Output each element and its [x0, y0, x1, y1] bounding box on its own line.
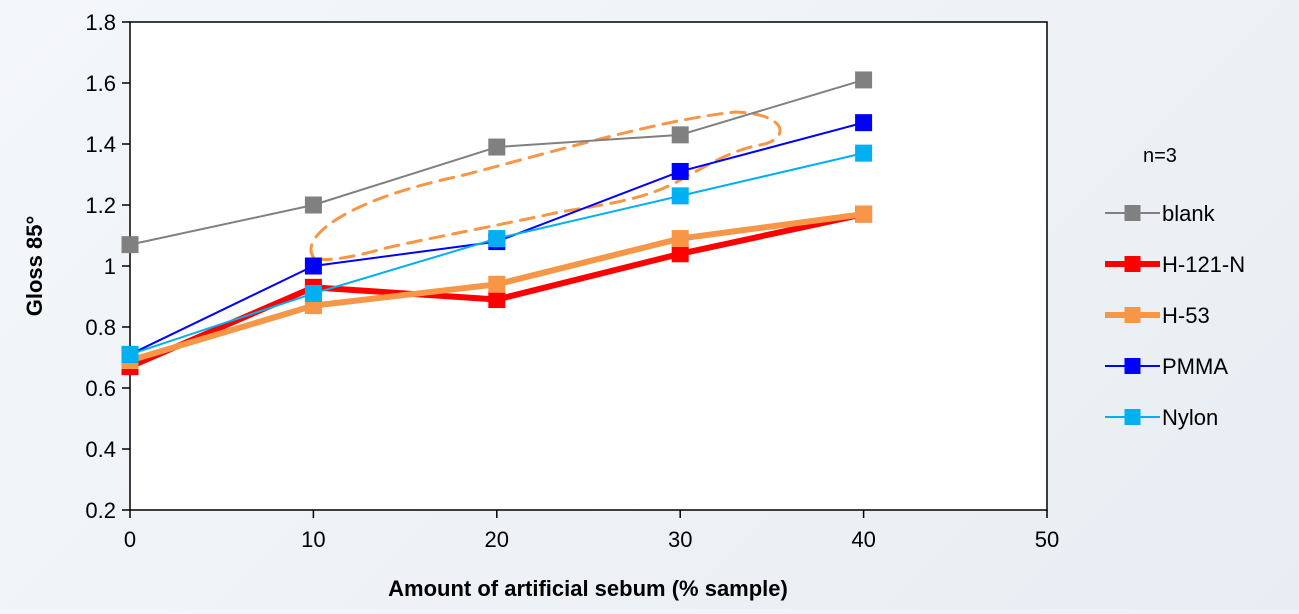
series-layer [121, 71, 873, 376]
data-point-pmma [671, 162, 689, 180]
y-axis-title: Gloss 85° [22, 216, 47, 317]
data-point-h-53 [855, 205, 873, 223]
data-point-h-121-n [488, 291, 506, 309]
x-tick-label: 40 [851, 527, 875, 552]
plot-area [129, 21, 1048, 511]
legend-swatch-marker [1124, 358, 1141, 374]
y-tick-label: 1.4 [85, 132, 116, 157]
x-tick-label: 20 [485, 527, 509, 552]
x-tick-label: 30 [668, 527, 692, 552]
data-point-h-53 [488, 275, 506, 293]
data-point-nylon [488, 230, 506, 248]
sample-size-note: n=3 [1143, 145, 1177, 167]
legend-swatch-marker [1124, 256, 1141, 272]
data-point-h-53 [671, 230, 689, 248]
data-point-blank [488, 138, 506, 156]
legend-item-pmma: PMMA [1105, 354, 1228, 379]
y-tick-label: 0.8 [85, 315, 116, 340]
highlight-ellipse [309, 110, 782, 262]
y-tick-label: 0.2 [85, 498, 116, 523]
y-tick-label: 1.8 [85, 10, 116, 35]
y-tick-label: 1 [104, 254, 116, 279]
x-tick-label: 0 [124, 527, 136, 552]
y-tick-label: 0.6 [85, 376, 116, 401]
legend-item-h-53: H-53 [1105, 303, 1210, 328]
legend-label: Nylon [1162, 405, 1218, 430]
data-point-blank [304, 196, 322, 214]
y-axis-ticks: 0.2 0.4 0.6 0.8 1 1.2 1.4 1.6 1.8 [85, 10, 130, 523]
legend-label: blank [1162, 201, 1216, 226]
data-point-nylon [121, 345, 139, 363]
legend-swatch-marker [1124, 307, 1141, 323]
legend-item-nylon: Nylon [1105, 405, 1218, 430]
data-point-nylon [304, 284, 322, 302]
data-point-nylon [855, 144, 873, 162]
data-point-blank [671, 126, 689, 144]
y-tick-label: 0.4 [85, 437, 116, 462]
legend-label: PMMA [1162, 354, 1228, 379]
legend: blank H-121-N H-53 PMMA Nylon [1105, 201, 1245, 430]
legend-swatch-marker [1124, 409, 1141, 425]
data-point-blank [121, 236, 139, 254]
y-tick-label: 1.2 [85, 193, 116, 218]
data-point-pmma [855, 114, 873, 132]
legend-label: H-53 [1162, 303, 1210, 328]
data-point-pmma [304, 257, 322, 275]
legend-swatch-marker [1124, 205, 1141, 221]
y-tick-label: 1.6 [85, 71, 116, 96]
x-axis-ticks: 0 10 20 30 40 50 [124, 510, 1059, 552]
data-point-h-121-n [671, 245, 689, 263]
x-axis-title: Amount of artificial sebum (% sample) [388, 576, 788, 601]
data-point-nylon [671, 187, 689, 205]
series-blank [121, 71, 873, 254]
x-tick-label: 10 [301, 527, 325, 552]
legend-item-blank: blank [1105, 201, 1216, 226]
legend-item-h-121-n: H-121-N [1105, 252, 1245, 277]
x-tick-label: 50 [1035, 527, 1059, 552]
series-nylon [121, 144, 873, 363]
data-point-blank [855, 71, 873, 89]
legend-label: H-121-N [1162, 252, 1245, 277]
